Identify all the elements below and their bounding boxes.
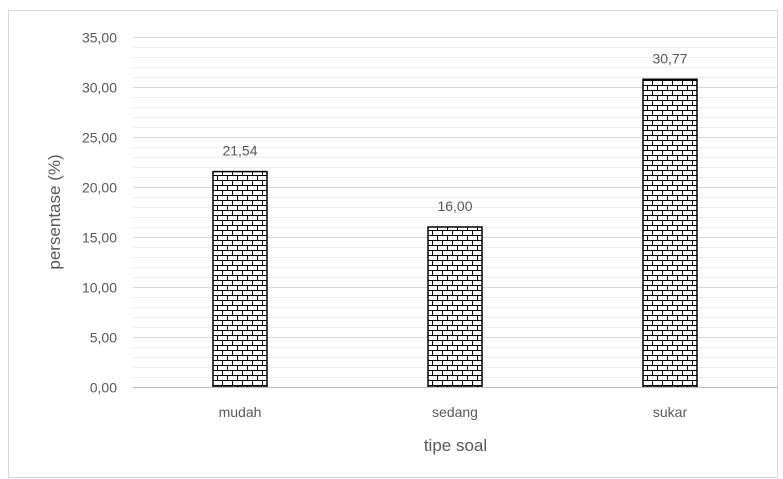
data-label-sukar: 30,77 — [652, 50, 687, 66]
data-label-sedang: 16,00 — [437, 198, 472, 214]
y-tick-label: 15,00 — [82, 230, 117, 246]
y-tick-label: 10,00 — [82, 280, 117, 296]
x-tick-label-sukar: sukar — [653, 404, 688, 420]
y-axis-title: persentase (%) — [45, 154, 64, 269]
y-tick-label: 0,00 — [90, 380, 117, 396]
bars — [212, 78, 698, 388]
x-axis-ticks: mudah sedang sukar — [219, 404, 688, 420]
x-tick-label-sedang: sedang — [432, 404, 478, 420]
y-tick-label: 25,00 — [82, 130, 117, 146]
y-tick-label: 20,00 — [82, 180, 117, 196]
data-labels: 21,54 16,00 30,77 — [222, 50, 687, 214]
bar-mudah — [212, 170, 268, 388]
x-axis-title: tipe soal — [424, 436, 487, 455]
data-label-mudah: 21,54 — [222, 143, 257, 159]
y-tick-label: 5,00 — [90, 330, 117, 346]
y-tick-label: 35,00 — [82, 30, 117, 46]
y-axis-ticks: 0,00 5,00 10,00 15,00 20,00 25,00 30,00 35,00 — [82, 30, 117, 396]
x-tick-label-mudah: mudah — [219, 404, 262, 420]
bar-sedang — [427, 226, 483, 388]
y-tick-label: 30,00 — [82, 80, 117, 96]
bar-sukar — [642, 78, 698, 388]
